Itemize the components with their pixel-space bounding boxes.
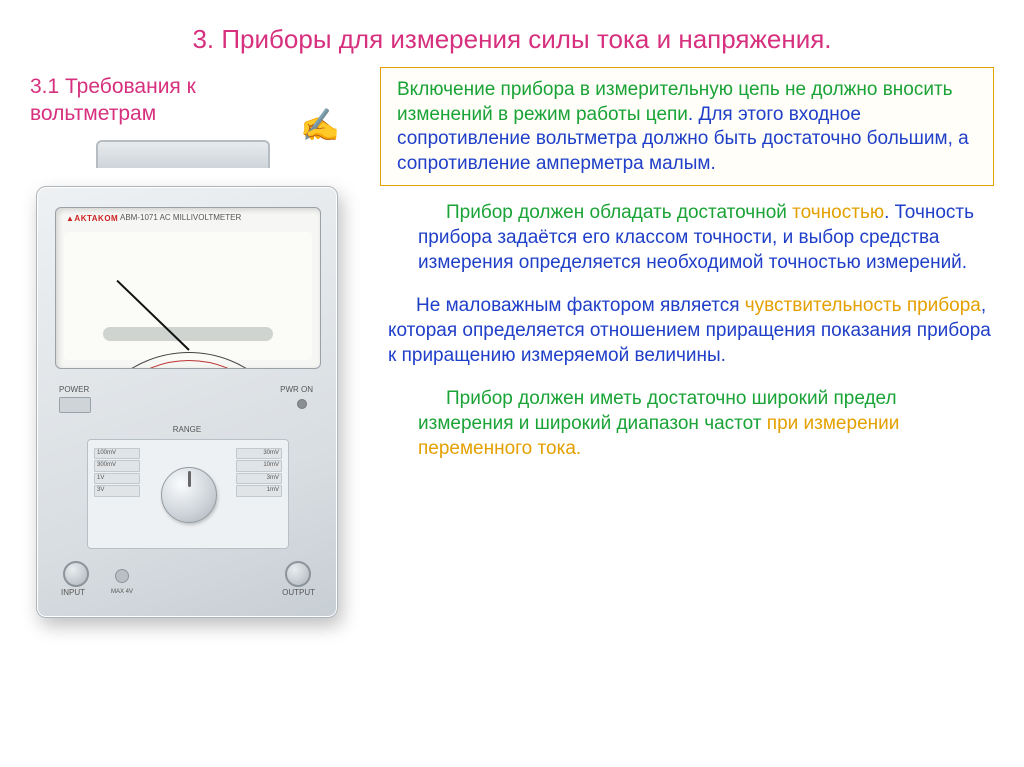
device-model: ABM-1071 AC MILLIVOLTMETER: [120, 213, 241, 222]
p2-orange: точностью: [792, 202, 884, 223]
range-item: 1mV: [236, 485, 282, 497]
input-bnc: [63, 561, 89, 587]
device-body: ▲AKTAKOM ABM-1071 AC MILLIVOLTMETER AC V…: [36, 186, 338, 618]
aux-bnc: [115, 569, 129, 583]
range-item: 1V: [94, 473, 140, 485]
p3-blue-a: Не маловажным фактором является: [416, 295, 745, 316]
paragraph-sensitivity: Не маловажным фактором является чувствит…: [388, 293, 994, 368]
power-button: [59, 397, 91, 413]
page-title: 3. Приборы для измерения силы тока и нап…: [0, 0, 1024, 67]
left-column: 3.1 Требования к вольтметрам ✍ ▲AKTAKOM …: [30, 67, 370, 640]
mirror-strip: [103, 327, 273, 341]
range-item: 3mV: [236, 473, 282, 485]
range-right-col: 30mV 10mV 3mV 1mV: [236, 448, 282, 498]
pwr-on-label: PWR ON: [280, 385, 313, 394]
highlight-box: Включение прибора в измерительную цепь н…: [380, 67, 994, 186]
device-handle: [96, 140, 270, 168]
device-brand: ▲AKTAKOM: [66, 214, 118, 223]
power-led: [297, 399, 307, 409]
paragraph-range: Прибор должен иметь достаточно широкий п…: [418, 386, 994, 461]
needle-area: [64, 232, 312, 360]
input-label: INPUT: [61, 588, 85, 597]
range-item: 100mV: [94, 448, 140, 460]
writing-hand-icon: ✍: [300, 106, 340, 144]
output-label: OUTPUT: [282, 588, 315, 597]
subsection-heading: 3.1 Требования к вольтметрам: [30, 67, 270, 136]
range-knob: [161, 467, 217, 523]
right-column: Включение прибора в измерительную цепь н…: [370, 67, 994, 640]
range-plate: 100mV 300mV 1V 3V 30mV 10mV 3mV 1mV: [87, 439, 289, 549]
device-illustration: ▲AKTAKOM ABM-1071 AC MILLIVOLTMETER AC V…: [26, 160, 356, 640]
box-text-green: Включение прибора в измерительную цепь н…: [397, 79, 953, 125]
range-left-col: 100mV 300mV 1V 3V: [94, 448, 140, 498]
range-item: 300mV: [94, 460, 140, 472]
content-area: 3.1 Требования к вольтметрам ✍ ▲AKTAKOM …: [0, 67, 1024, 640]
range-item: 30mV: [236, 448, 282, 460]
scale-arc-inner: [88, 360, 290, 369]
paragraph-accuracy: Прибор должен обладать достаточной точно…: [418, 200, 994, 275]
max-label: MAX 4V: [111, 589, 133, 595]
p3-orange: чувствительность прибора: [745, 295, 981, 316]
power-label: POWER: [59, 385, 89, 394]
p2-green: Прибор должен обладать достаточной: [446, 202, 792, 223]
device-display: ▲AKTAKOM ABM-1071 AC MILLIVOLTMETER AC V…: [55, 207, 321, 369]
range-item: 10mV: [236, 460, 282, 472]
range-label: RANGE: [173, 425, 201, 434]
output-bnc: [285, 561, 311, 587]
range-item: 3V: [94, 485, 140, 497]
